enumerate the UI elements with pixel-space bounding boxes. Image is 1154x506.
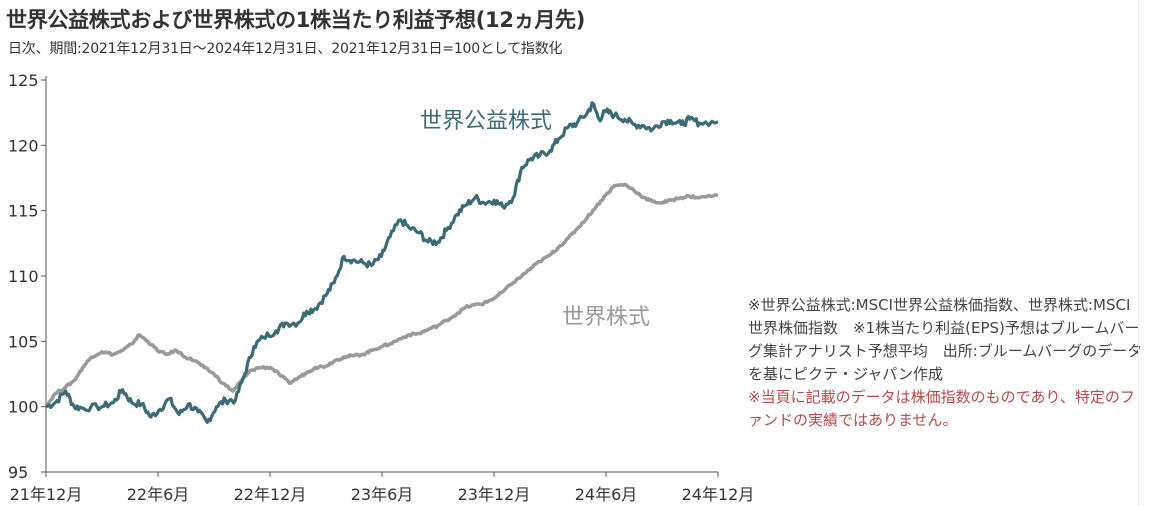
x-tick-label: 22年12月 xyxy=(234,485,307,504)
chart-title: 世界公益株式および世界株式の1株当たり利益予想(12ヵ月先) xyxy=(6,8,586,32)
chart-notes: ※世界公益株式:MSCI世界公益株価指数、世界株式:MSCI世界株価指数 ※1株… xyxy=(748,294,1143,432)
x-tick-label: 24年6月 xyxy=(575,485,638,504)
chart-subtitle: 日次、期間:2021年12月31日〜2024年12月31日、2021年12月31… xyxy=(8,41,563,57)
x-tick-label: 21年12月 xyxy=(10,485,83,504)
x-tick-label: 23年12月 xyxy=(458,485,531,504)
y-tick-label: 125 xyxy=(8,71,39,90)
page-edge-divider xyxy=(1138,0,1139,506)
y-tick-label: 100 xyxy=(8,398,39,417)
disclaimer-note: ※当頁に記載のデータは株価指数のものであり、特定のファンドの実績ではありません。 xyxy=(748,388,1135,429)
series-label-world: 世界株式 xyxy=(562,305,650,330)
y-tick-label: 120 xyxy=(8,136,39,155)
x-tick-label: 23年6月 xyxy=(351,485,414,504)
source-note: ※世界公益株式:MSCI世界公益株価指数、世界株式:MSCI世界株価指数 ※1株… xyxy=(748,296,1143,383)
y-tick-label: 110 xyxy=(8,267,39,286)
x-tick-label: 24年12月 xyxy=(682,485,755,504)
y-tick-label: 115 xyxy=(8,202,39,221)
y-tick-label: 105 xyxy=(8,332,39,351)
y-tick-label: 95 xyxy=(8,463,28,482)
x-tick-label: 22年6月 xyxy=(127,485,190,504)
series-line-utilities xyxy=(45,101,719,424)
series-line-world xyxy=(44,182,719,409)
series-label-utilities: 世界公益株式 xyxy=(420,109,552,134)
